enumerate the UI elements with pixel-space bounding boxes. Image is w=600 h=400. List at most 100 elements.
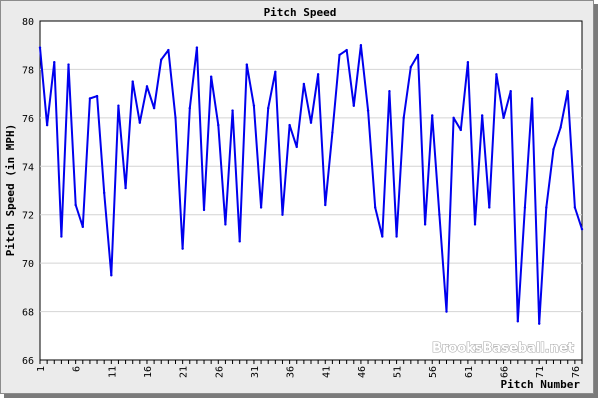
data-point <box>452 116 455 120</box>
data-point <box>488 206 491 209</box>
data-point <box>81 225 84 229</box>
data-point <box>195 46 199 49</box>
data-point <box>373 206 377 209</box>
data-point <box>388 90 391 93</box>
data-point <box>117 104 120 107</box>
x-tick-label: 36 <box>286 366 297 378</box>
data-point <box>245 63 249 66</box>
data-point <box>352 104 355 107</box>
data-point <box>359 44 363 47</box>
data-point <box>431 114 434 117</box>
data-point <box>316 73 320 76</box>
y-axis-label: Pitch Speed (in MPH) <box>4 124 17 256</box>
x-tick-label: 51 <box>393 366 404 378</box>
data-point <box>495 73 498 76</box>
data-point <box>509 90 512 93</box>
data-point <box>274 70 277 74</box>
data-point <box>381 235 384 238</box>
data-point <box>88 97 92 100</box>
data-point <box>566 90 569 93</box>
data-point <box>538 322 541 325</box>
data-point <box>110 274 113 277</box>
data-point <box>152 106 156 110</box>
data-point <box>267 106 270 110</box>
y-tick-label: 66 <box>22 356 34 367</box>
y-tick-label: 74 <box>22 162 34 173</box>
data-point <box>338 53 341 57</box>
data-point <box>174 116 177 120</box>
y-tick-label: 78 <box>22 65 34 76</box>
data-point <box>74 203 77 207</box>
data-point <box>231 109 234 112</box>
data-point <box>473 223 477 226</box>
data-point <box>145 85 149 88</box>
data-point <box>188 106 191 110</box>
data-point <box>45 123 49 127</box>
data-point <box>281 213 284 216</box>
data-point <box>53 60 56 64</box>
x-tick-label: 41 <box>321 366 332 378</box>
y-tick-label: 80 <box>22 17 34 28</box>
data-point <box>502 116 505 120</box>
data-point <box>124 186 127 190</box>
x-tick-label: 31 <box>250 366 261 378</box>
data-point <box>67 63 70 66</box>
x-tick-label: 6 <box>72 366 83 372</box>
data-point <box>459 128 462 132</box>
x-tick-label: 16 <box>143 366 154 378</box>
watermark: BrooksBaseball.net <box>432 341 574 356</box>
y-axis-ticks: 66 68 70 72 74 76 78 80 <box>22 17 34 367</box>
data-point <box>309 121 313 124</box>
data-point <box>395 235 398 238</box>
x-axis-label: Pitch Number <box>501 378 581 391</box>
data-point <box>131 80 134 83</box>
data-point <box>445 310 448 313</box>
data-point <box>366 109 370 112</box>
data-point <box>60 235 63 238</box>
x-tick-label: 76 <box>571 366 582 378</box>
data-point <box>324 203 327 207</box>
data-point <box>516 320 520 323</box>
data-point <box>552 148 555 151</box>
x-tick-label: 61 <box>464 366 475 378</box>
data-point <box>238 240 241 243</box>
data-point <box>466 60 470 64</box>
series-group <box>38 44 584 325</box>
data-point <box>345 48 348 52</box>
data-point <box>580 228 584 231</box>
y-tick-label: 72 <box>22 211 34 222</box>
data-point <box>409 65 413 69</box>
x-axis-ticks: 1 6 11 16 21 26 31 36 41 46 51 56 61 66 71 76 <box>36 360 583 378</box>
data-point <box>480 114 484 117</box>
x-tick-label: 21 <box>179 366 190 378</box>
y-tick-label: 68 <box>22 308 34 319</box>
data-point <box>438 213 441 216</box>
data-point <box>259 206 263 209</box>
data-point <box>530 97 534 100</box>
data-point <box>545 206 548 209</box>
data-point <box>416 53 420 57</box>
data-point <box>38 46 42 49</box>
data-point <box>423 223 427 226</box>
x-tick-label: 1 <box>36 366 47 372</box>
x-tick-label: 71 <box>535 366 546 378</box>
data-point <box>573 206 577 209</box>
y-tick-label: 70 <box>22 259 34 270</box>
x-tick-label: 66 <box>500 366 511 378</box>
data-point <box>288 123 291 127</box>
data-point <box>209 75 213 78</box>
x-tick-label: 46 <box>357 366 368 378</box>
data-point <box>523 206 527 209</box>
data-point <box>102 191 106 195</box>
data-point <box>402 116 405 120</box>
plot-area <box>39 20 583 361</box>
data-point <box>160 58 163 61</box>
x-tick-label: 26 <box>214 366 225 378</box>
data-point <box>95 94 99 98</box>
chart-title: Pitch Speed <box>264 6 337 19</box>
data-point <box>295 145 298 149</box>
x-tick-label: 11 <box>107 366 118 378</box>
data-point <box>167 48 170 52</box>
data-point <box>331 131 334 134</box>
data-point <box>181 247 184 250</box>
